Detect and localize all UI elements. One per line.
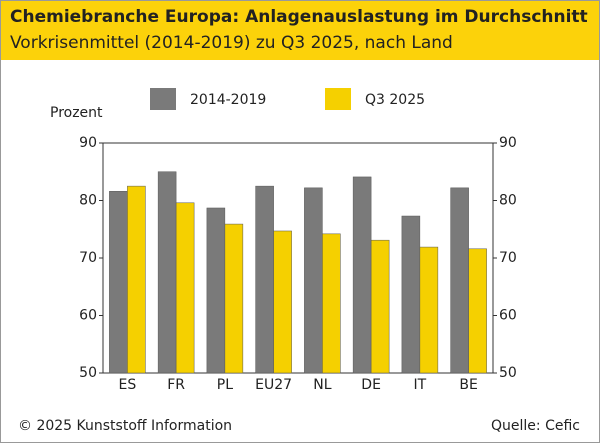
bar (401, 215, 421, 374)
x-tick-label: FR (167, 377, 185, 393)
bar (304, 187, 323, 374)
y2-tick-label: 60 (499, 308, 517, 324)
bar (157, 171, 177, 374)
bar (127, 185, 146, 374)
x-tick-label: IT (414, 377, 427, 393)
bar (419, 246, 439, 374)
x-tick-label: BE (459, 377, 477, 393)
y2-tick-label: 80 (499, 193, 517, 209)
x-tick-label: NL (313, 377, 331, 393)
y-axis-label: Prozent (50, 105, 103, 121)
x-tick-label: PL (217, 377, 233, 393)
y2-tick-label: 50 (499, 365, 517, 381)
bar (206, 207, 226, 374)
bar (468, 248, 487, 374)
chart-subtitle: Vorkrisenmittel (2014-2019) zu Q3 2025, … (10, 33, 453, 53)
copyright: © 2025 Kunststoff Information (18, 418, 232, 434)
x-tick-label: DE (361, 377, 381, 393)
y2-tick-label: 90 (499, 135, 517, 151)
legend-swatch (325, 88, 351, 110)
bar (175, 202, 195, 374)
bar (273, 230, 292, 374)
legend-swatch (150, 88, 176, 110)
y2-tick-label: 70 (499, 250, 517, 266)
y-tick-label: 70 (79, 250, 97, 266)
y-tick-label: 90 (79, 135, 97, 151)
bar (255, 185, 274, 374)
bar (109, 191, 128, 374)
bar (224, 223, 244, 374)
bar (370, 239, 390, 374)
x-tick-label: ES (119, 377, 137, 393)
bar (450, 187, 469, 374)
legend-label: Q3 2025 (365, 92, 425, 108)
header-band (0, 0, 600, 60)
plot-frame (102, 142, 494, 374)
y-tick-label: 80 (79, 193, 97, 209)
chart-title: Chemiebranche Europa: Anlagenauslastung … (10, 7, 588, 27)
x-tick-label: EU27 (255, 377, 292, 393)
legend-label: 2014-2019 (190, 92, 266, 108)
bar (322, 233, 341, 374)
y-tick-label: 50 (79, 365, 97, 381)
y-tick-label: 60 (79, 308, 97, 324)
source: Quelle: Cefic (491, 418, 580, 434)
bar (352, 176, 372, 374)
